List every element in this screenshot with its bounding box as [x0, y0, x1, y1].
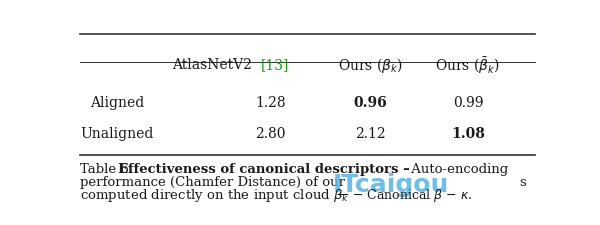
Text: AtlasNetV2: AtlasNetV2	[172, 58, 256, 72]
Text: Aligned: Aligned	[90, 96, 144, 110]
Text: 2.80: 2.80	[255, 127, 286, 142]
Text: 1.28: 1.28	[255, 96, 286, 110]
Text: 1.08: 1.08	[451, 127, 485, 142]
Text: performance (Chamfer Distance) of our: performance (Chamfer Distance) of our	[80, 176, 344, 189]
Text: $-$ $-$ Canonical $\beta$ $-$ $\kappa$.: $-$ $-$ Canonical $\beta$ $-$ $\kappa$.	[338, 187, 472, 204]
Text: [13]: [13]	[260, 58, 289, 72]
Text: ITcaigou: ITcaigou	[333, 173, 449, 197]
Text: s: s	[519, 176, 526, 189]
Text: 0.96: 0.96	[353, 96, 387, 110]
Text: 0.99: 0.99	[452, 96, 483, 110]
Text: Effectiveness of canonical descriptors –: Effectiveness of canonical descriptors –	[118, 163, 410, 176]
Text: Table 6.: Table 6.	[80, 163, 133, 176]
Text: 2.12: 2.12	[355, 127, 386, 142]
Text: Ours ($\bar{\beta}_k$): Ours ($\bar{\beta}_k$)	[436, 55, 500, 76]
Text: Auto-encoding: Auto-encoding	[407, 163, 509, 176]
Text: Unaligned: Unaligned	[80, 127, 154, 142]
Text: Ours ($\beta_k$): Ours ($\beta_k$)	[338, 56, 403, 75]
Text: computed directly on the input cloud $\beta_k$: computed directly on the input cloud $\b…	[80, 187, 349, 204]
